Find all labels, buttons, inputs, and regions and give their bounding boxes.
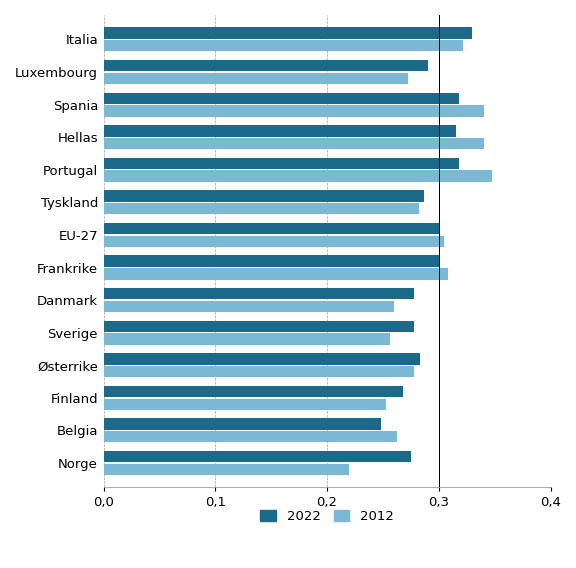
Bar [104, 190, 425, 202]
Bar [104, 463, 350, 475]
Legend: 2022, 2012: 2022, 2012 [255, 504, 399, 528]
Bar [104, 386, 403, 397]
Bar [104, 138, 483, 149]
Bar [104, 366, 414, 377]
Bar [104, 419, 381, 430]
Bar [104, 236, 445, 247]
Bar [104, 40, 464, 52]
Bar [104, 73, 408, 84]
Bar [104, 333, 389, 345]
Bar [104, 158, 459, 169]
Bar [104, 451, 411, 462]
Bar [104, 105, 483, 116]
Bar [104, 93, 459, 104]
Bar [104, 223, 439, 234]
Bar [104, 125, 456, 136]
Bar [104, 320, 414, 332]
Bar [104, 268, 448, 279]
Bar [104, 256, 439, 267]
Bar [104, 170, 492, 182]
Bar [104, 301, 394, 312]
Bar [104, 288, 414, 299]
Bar [104, 27, 472, 39]
Bar [104, 399, 386, 410]
Bar [104, 353, 420, 365]
Bar [104, 431, 397, 442]
Bar [104, 60, 427, 72]
Bar [104, 203, 419, 214]
